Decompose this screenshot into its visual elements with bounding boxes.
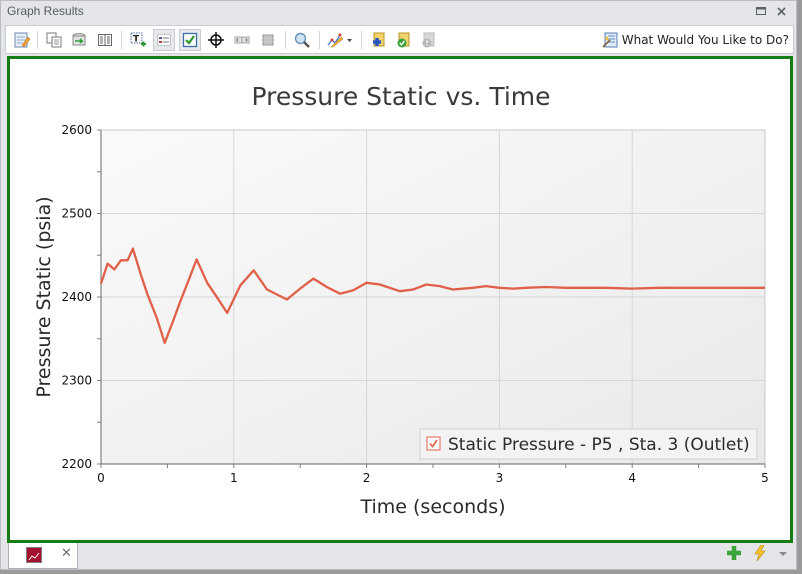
line-chart-icon	[26, 547, 42, 563]
svg-text:2: 2	[363, 471, 371, 485]
stop-icon	[262, 34, 274, 46]
svg-text:1: 1	[230, 471, 238, 485]
lightning-icon[interactable]	[752, 545, 768, 561]
folder-disabled-button	[418, 29, 440, 51]
svg-text:5: 5	[761, 471, 769, 485]
what-would-you-like-button[interactable]: What Would You Like to Do?	[602, 29, 789, 51]
slider-icon	[234, 36, 250, 44]
svg-text:2200: 2200	[61, 457, 92, 471]
legend[interactable]: Static Pressure - P5 , Sta. 3 (Outlet)	[419, 428, 758, 460]
add-folder-button[interactable]	[368, 29, 390, 51]
legend-checkbox[interactable]	[426, 436, 441, 451]
svg-text:0: 0	[97, 471, 105, 485]
checkbox-icon	[182, 32, 198, 48]
chart-style-icon	[327, 33, 352, 48]
svg-text:2500: 2500	[61, 207, 92, 221]
svg-text:3: 3	[496, 471, 504, 485]
folder-check-icon	[397, 32, 410, 48]
toolbar: T	[5, 25, 794, 54]
dropdown-arrow-icon[interactable]	[778, 545, 788, 561]
legend-box	[419, 428, 758, 460]
add-text-icon: T	[130, 32, 146, 47]
svg-text:2300: 2300	[61, 374, 92, 388]
pressure-chart[interactable]: Pressure Static vs. Time 0 1 2 3 4 5 2200 2300 2…	[10, 59, 790, 540]
table-icon	[98, 34, 112, 46]
checkbox-button[interactable]	[179, 29, 201, 51]
wizard-icon	[602, 32, 618, 48]
add-text-button[interactable]: T	[127, 29, 149, 51]
chart-style-button[interactable]	[325, 29, 355, 51]
legend-button[interactable]	[153, 29, 175, 51]
folder-disabled-icon	[422, 32, 435, 48]
copy-icon	[46, 32, 62, 48]
svg-text:T: T	[133, 35, 140, 45]
title-bar: Graph Results	[1, 1, 796, 22]
check-icon	[429, 439, 438, 448]
what-would-you-like-label: What Would You Like to Do?	[621, 33, 789, 47]
graph-tab[interactable]: ✕	[8, 543, 78, 569]
close-icon[interactable]	[773, 3, 789, 19]
series-line-static-pressure	[99, 247, 765, 345]
tab-bar: ✕	[1, 543, 798, 571]
add-icon[interactable]	[726, 545, 742, 561]
tick-labels: 0 1 2 3 4 5 2200 2300 2400 2500 2600	[61, 123, 768, 485]
grid-lines	[101, 130, 765, 464]
bottom-right-icons	[726, 545, 788, 561]
chart-frame: Pressure Static vs. Time 0 1 2 3 4 5 2200 2300 2…	[7, 56, 793, 543]
svg-text:2400: 2400	[61, 290, 92, 304]
crosshair-button[interactable]	[205, 29, 227, 51]
svg-text:4: 4	[628, 471, 636, 485]
legend-icon	[157, 34, 171, 46]
edit-graph-icon	[14, 32, 30, 48]
add-folder-icon	[373, 32, 385, 47]
axes	[97, 129, 766, 468]
edit-graph-button[interactable]	[11, 29, 33, 51]
slider-button[interactable]	[231, 29, 253, 51]
zoom-button[interactable]	[291, 29, 313, 51]
table-button[interactable]	[94, 29, 116, 51]
x-axis-label: Time (seconds)	[359, 496, 505, 518]
legend-label: Static Pressure - P5 , Sta. 3 (Outlet)	[448, 435, 750, 455]
svg-text:2600: 2600	[61, 123, 92, 137]
y-axis-label: Pressure Static (psia)	[33, 196, 55, 397]
crosshair-icon	[208, 32, 224, 48]
zoom-icon	[294, 32, 310, 48]
stop-button[interactable]	[257, 29, 279, 51]
copy-button[interactable]	[43, 29, 65, 51]
folder-check-button[interactable]	[393, 29, 415, 51]
maximize-icon[interactable]	[753, 3, 769, 19]
window-title: Graph Results	[7, 4, 84, 18]
export-icon	[72, 33, 86, 46]
export-button[interactable]	[68, 29, 90, 51]
tab-close-icon[interactable]: ✕	[61, 546, 72, 561]
chart-title: Pressure Static vs. Time	[251, 82, 550, 111]
